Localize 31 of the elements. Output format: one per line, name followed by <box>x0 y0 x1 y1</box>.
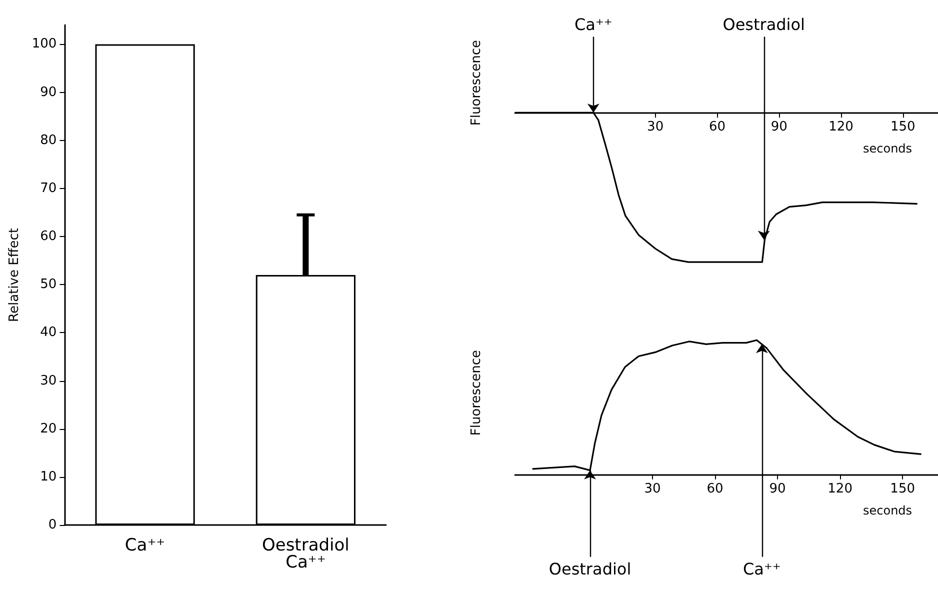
y-tick-label: 40 <box>40 325 57 340</box>
x-tick-label: 60 <box>706 481 724 496</box>
y-tick-label: 20 <box>40 421 57 436</box>
y-tick-label: 60 <box>40 229 57 244</box>
x-tick-label: Oestradiol Ca⁺⁺ <box>262 536 350 572</box>
y-axis-title: Relative Effect <box>7 228 22 322</box>
y-tick-label: 90 <box>40 84 57 100</box>
x-tick-label: 120 <box>828 481 852 496</box>
y-axis-title: Fluorescence <box>469 40 484 126</box>
y-tick-label: 50 <box>40 277 57 292</box>
x-tick-label: 150 <box>890 481 915 496</box>
y-tick-label: 30 <box>40 373 57 388</box>
x-tick-label: 90 <box>769 481 786 496</box>
annotation: Ca⁺⁺ <box>574 15 612 34</box>
y-tick-label: 10 <box>40 469 57 484</box>
x-tick-label: 60 <box>708 120 726 135</box>
x-axis-title: seconds <box>863 503 912 518</box>
y-tick-label: 100 <box>32 36 57 52</box>
x-tick-label: 30 <box>644 481 661 496</box>
y-tick-label: 0 <box>48 518 57 532</box>
x-axis-title: seconds <box>863 142 912 156</box>
y-axis-title: Fluorescence <box>469 350 484 436</box>
x-tick-label: 120 <box>828 120 854 135</box>
annotation: Oestradiol <box>722 15 805 34</box>
x-tick-label: 90 <box>770 120 788 135</box>
annotation: Ca⁺⁺ <box>742 559 781 578</box>
x-tick-label: 30 <box>647 120 664 135</box>
annotation: Oestradiol <box>548 559 632 578</box>
y-tick-label: 70 <box>40 180 57 196</box>
x-tick-label: 150 <box>890 120 916 135</box>
y-tick-label: 80 <box>40 132 57 148</box>
